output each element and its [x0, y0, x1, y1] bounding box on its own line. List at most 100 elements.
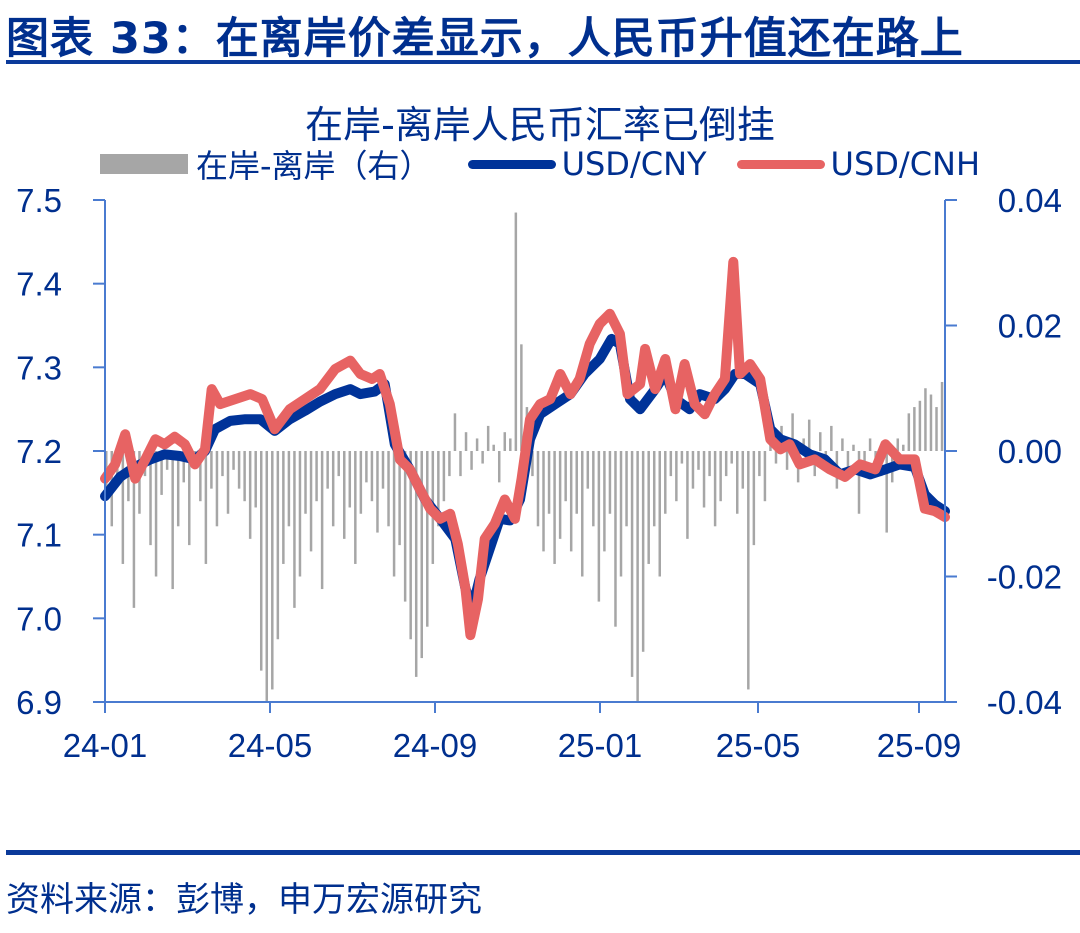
spread-bar: [437, 451, 440, 527]
spread-bar: [675, 451, 678, 502]
spread-bar: [913, 407, 916, 451]
spread-bar: [852, 444, 855, 451]
spread-bar: [652, 451, 656, 527]
spread-bar: [819, 432, 822, 451]
spread-bar: [791, 413, 794, 451]
spread-bar: [492, 444, 495, 451]
spread-bar: [132, 451, 136, 608]
spread-bar: [215, 451, 219, 527]
spread-bar: [475, 438, 479, 451]
spread-bar: [564, 451, 567, 502]
title-rule: [6, 60, 1080, 64]
spread-bar: [359, 451, 363, 514]
spread-bar: [680, 451, 684, 464]
spread-bar: [453, 413, 457, 451]
spread-bar: [165, 451, 169, 470]
x-tick-label: 25-09: [877, 727, 961, 764]
spread-bar: [426, 451, 429, 627]
spread-bar: [547, 451, 551, 514]
spread-bar: [763, 451, 767, 502]
spread-bar: [774, 451, 778, 464]
spread-bar: [403, 451, 407, 602]
spread-bar: [315, 451, 318, 502]
spread-bar: [293, 451, 296, 608]
spread-bar: [636, 451, 639, 702]
spread-bar: [348, 451, 352, 508]
spread-bar: [265, 451, 269, 702]
y-left-tick-label: 7.3: [16, 349, 62, 386]
spread-bar: [608, 451, 612, 514]
spread-bar: [918, 400, 922, 451]
spread-bar: [298, 451, 302, 577]
spread-bar: [343, 451, 346, 539]
spread-bar: [603, 451, 606, 552]
spread-bar: [846, 451, 850, 470]
spread-bar: [199, 451, 202, 502]
spread-bar: [138, 451, 141, 514]
spread-bar: [647, 451, 650, 564]
spread-bar: [641, 451, 645, 652]
legend-swatch-line-icon: [467, 159, 556, 169]
spread-bar: [442, 451, 446, 502]
spread-bar: [857, 451, 861, 514]
spread-bar: [841, 438, 844, 451]
footer-rule: [6, 850, 1080, 855]
legend-label-spread: 在岸-离岸（右）: [196, 147, 432, 185]
spread-bar: [702, 451, 706, 508]
y-left-tick-label: 7.5: [16, 182, 62, 219]
spread-bar: [331, 451, 335, 527]
spread-bar: [326, 451, 329, 489]
spread-bar: [497, 451, 501, 483]
legend-item-spread: 在岸-离岸（右）: [100, 141, 432, 187]
spread-bar: [885, 451, 888, 533]
y-right-tick-label: 0.04: [998, 182, 1062, 219]
spread-bar: [736, 451, 739, 514]
spread-bar: [597, 451, 601, 602]
legend-swatch-bar-icon: [100, 154, 188, 174]
spread-bar: [586, 451, 590, 489]
spread-bar: [924, 388, 927, 451]
spread-bar: [243, 451, 246, 502]
spread-bar: [730, 451, 733, 464]
spread-bar: [304, 451, 307, 514]
spread-bar: [830, 425, 833, 451]
spread-bar: [309, 451, 313, 552]
spread-bar: [658, 451, 662, 577]
spread-bar: [232, 451, 235, 470]
spread-bar: [520, 344, 523, 451]
spread-bar: [171, 451, 174, 590]
spread-bar: [558, 451, 562, 539]
x-tick-label: 24-09: [393, 727, 477, 764]
spread-bar: [204, 451, 208, 564]
legend-label-cnh: USD/CNH: [830, 145, 981, 183]
y-right-tick-label: 0.02: [998, 308, 1062, 345]
spread-bar: [481, 451, 484, 464]
legend-item-cnh: USD/CNH: [736, 145, 981, 183]
spread-bar: [387, 451, 390, 527]
y-left-tick-label: 7.1: [16, 517, 62, 554]
spread-bar: [569, 451, 573, 552]
spread-bar: [282, 451, 285, 564]
spread-bar: [398, 451, 401, 546]
spread-bar: [542, 451, 545, 552]
y-left-tick-label: 7.0: [16, 600, 62, 637]
spread-bar: [619, 451, 623, 577]
y-right-tick-label: -0.04: [987, 684, 1062, 721]
spread-bar: [237, 451, 241, 489]
spread-bar: [669, 451, 673, 477]
spread-bar: [320, 451, 324, 590]
spread-bar: [254, 451, 257, 508]
x-tick-label: 25-05: [716, 727, 800, 764]
spread-bar: [176, 451, 180, 527]
spread-bar: [287, 451, 291, 527]
spread-bar: [503, 432, 507, 451]
spread-bar: [259, 451, 263, 671]
y-left-tick-label: 7.2: [16, 433, 62, 470]
spread-bar: [907, 413, 911, 451]
spread-bar: [464, 432, 468, 451]
legend-item-cny: USD/CNY: [467, 145, 707, 183]
spread-bar: [509, 438, 512, 451]
spread-bar: [625, 451, 628, 527]
spread-bar: [248, 451, 252, 539]
spread-bar: [807, 419, 811, 451]
